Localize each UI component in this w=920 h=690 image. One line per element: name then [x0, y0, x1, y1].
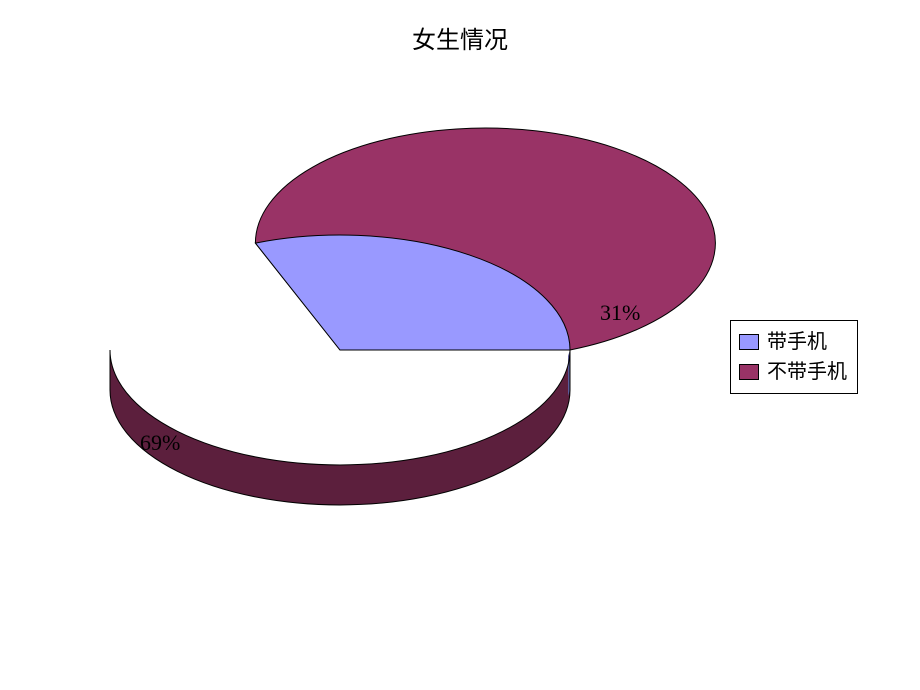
legend-item-with-phone: 带手机 — [739, 327, 847, 357]
legend-swatch-blue — [739, 334, 759, 350]
label-no-phone: 69% — [140, 430, 180, 456]
legend-text-no-phone: 不带手机 — [767, 357, 847, 387]
label-with-phone: 31% — [600, 300, 640, 326]
legend-box: 带手机 不带手机 — [730, 320, 858, 394]
legend-text-with-phone: 带手机 — [767, 327, 827, 357]
legend-swatch-red — [739, 364, 759, 380]
legend-item-no-phone: 不带手机 — [739, 357, 847, 387]
